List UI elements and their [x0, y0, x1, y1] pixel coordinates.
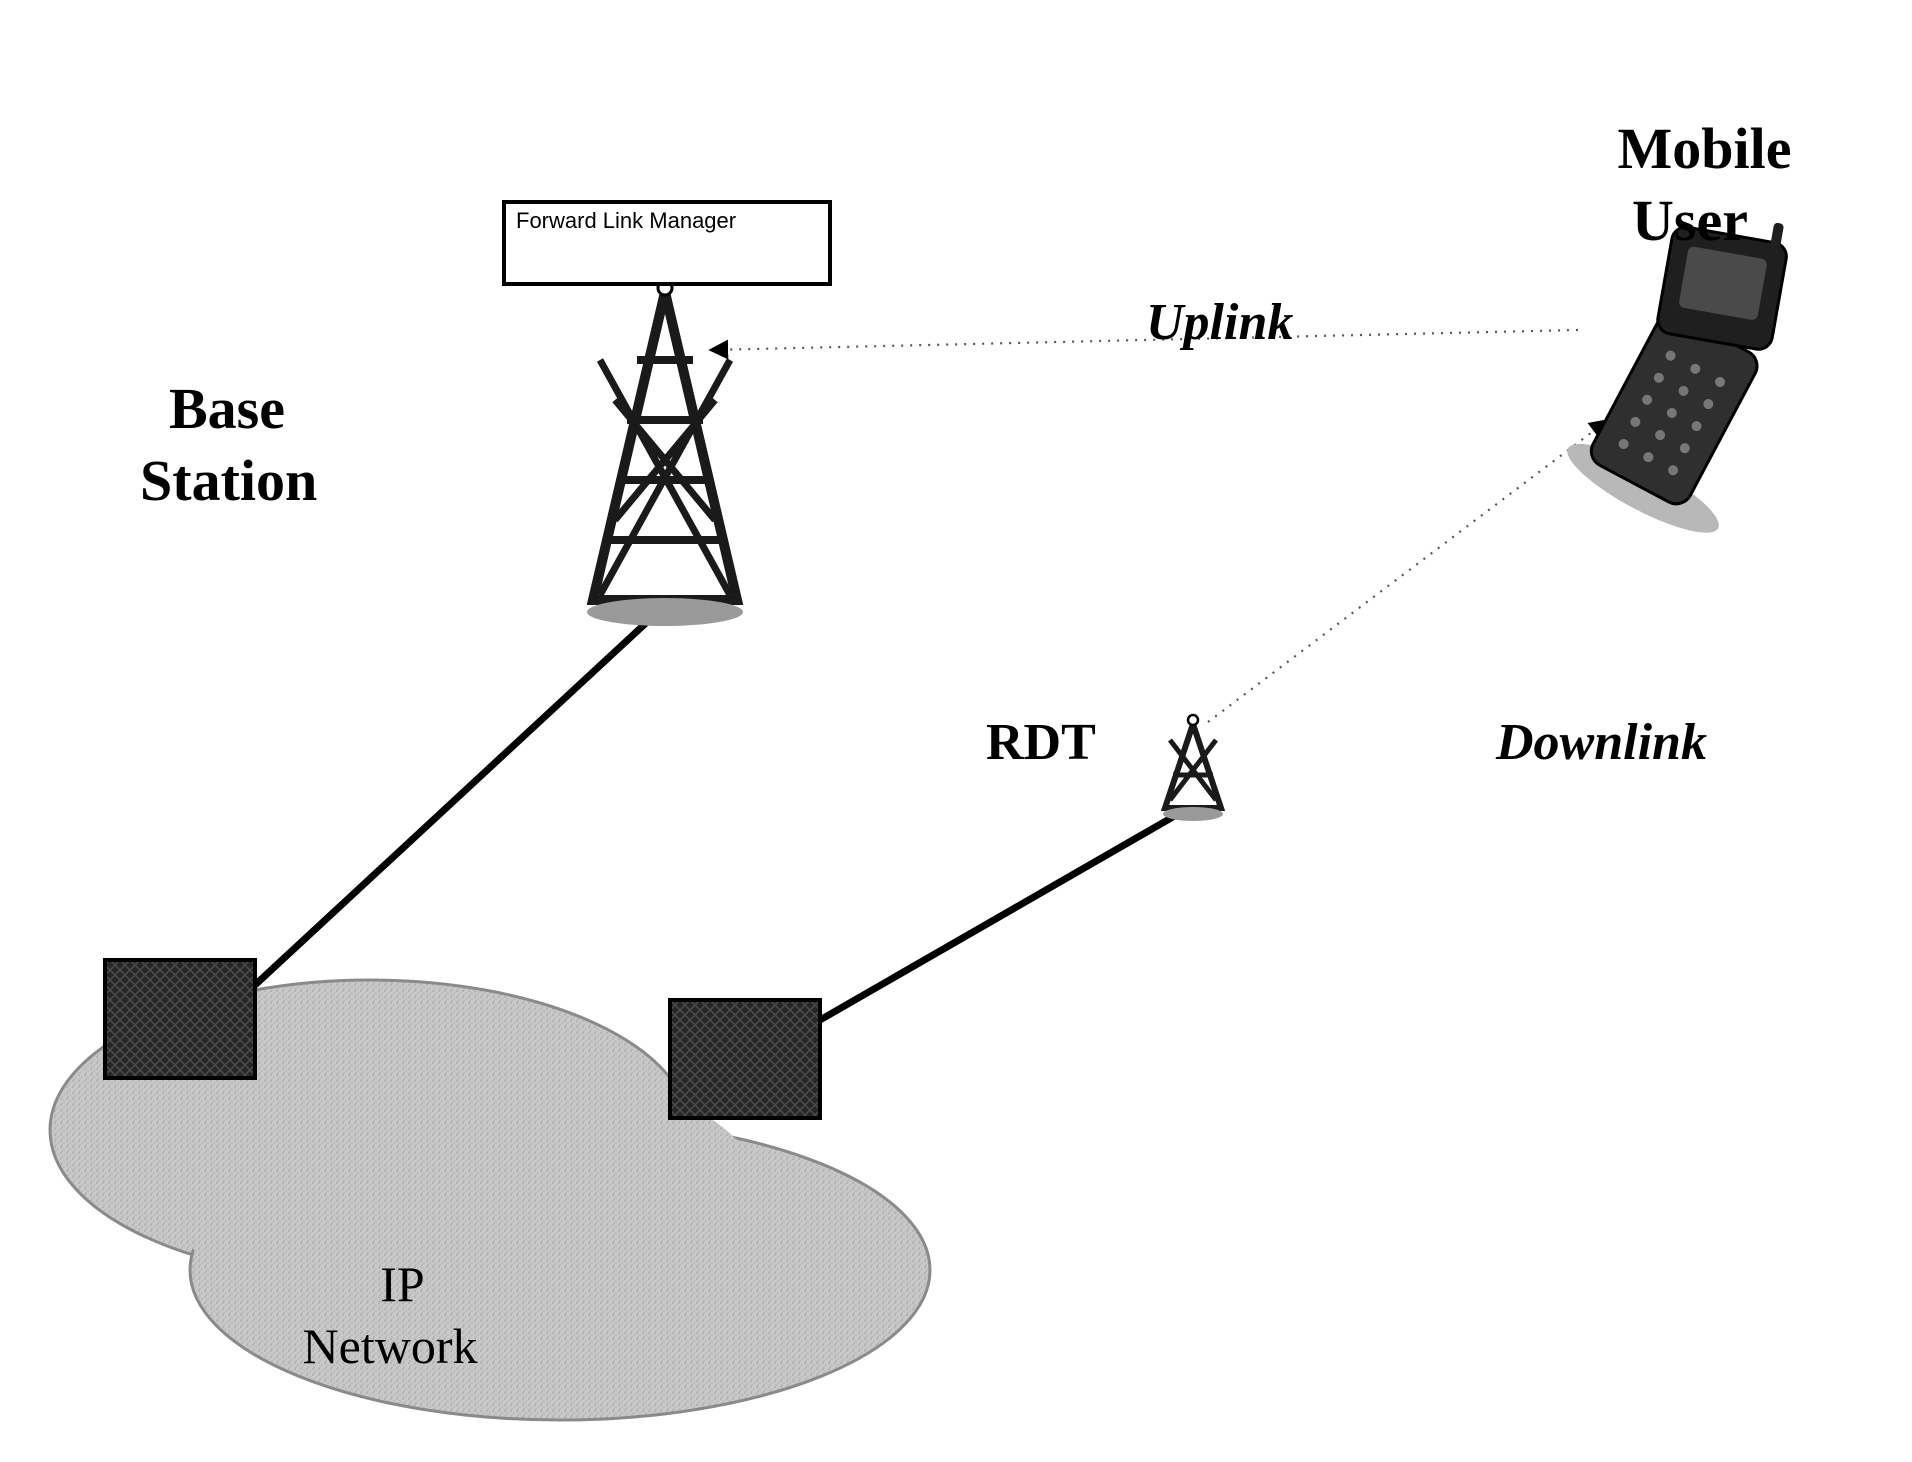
downlink-label: Downlink — [1470, 645, 1707, 775]
forward-link-manager-text: Forward Link Manager — [516, 208, 736, 233]
uplink-label: Uplink — [1120, 225, 1293, 355]
router-left-icon — [105, 960, 255, 1078]
rdt-label: RDT — [960, 645, 1096, 775]
base-station-tower-icon — [587, 281, 743, 626]
router-right-icon — [670, 1000, 820, 1118]
link-base-to-router-left — [255, 610, 660, 985]
link-rdt-to-router-right — [820, 810, 1185, 1020]
rdt-tower-icon — [1163, 715, 1223, 821]
ip-network-label: IP Network — [230, 1190, 550, 1378]
mobile-user-label: Mobile User — [1560, 40, 1820, 258]
base-station-label: Base Station — [140, 300, 317, 518]
forward-link-manager-box: Forward Link Manager — [502, 200, 832, 286]
